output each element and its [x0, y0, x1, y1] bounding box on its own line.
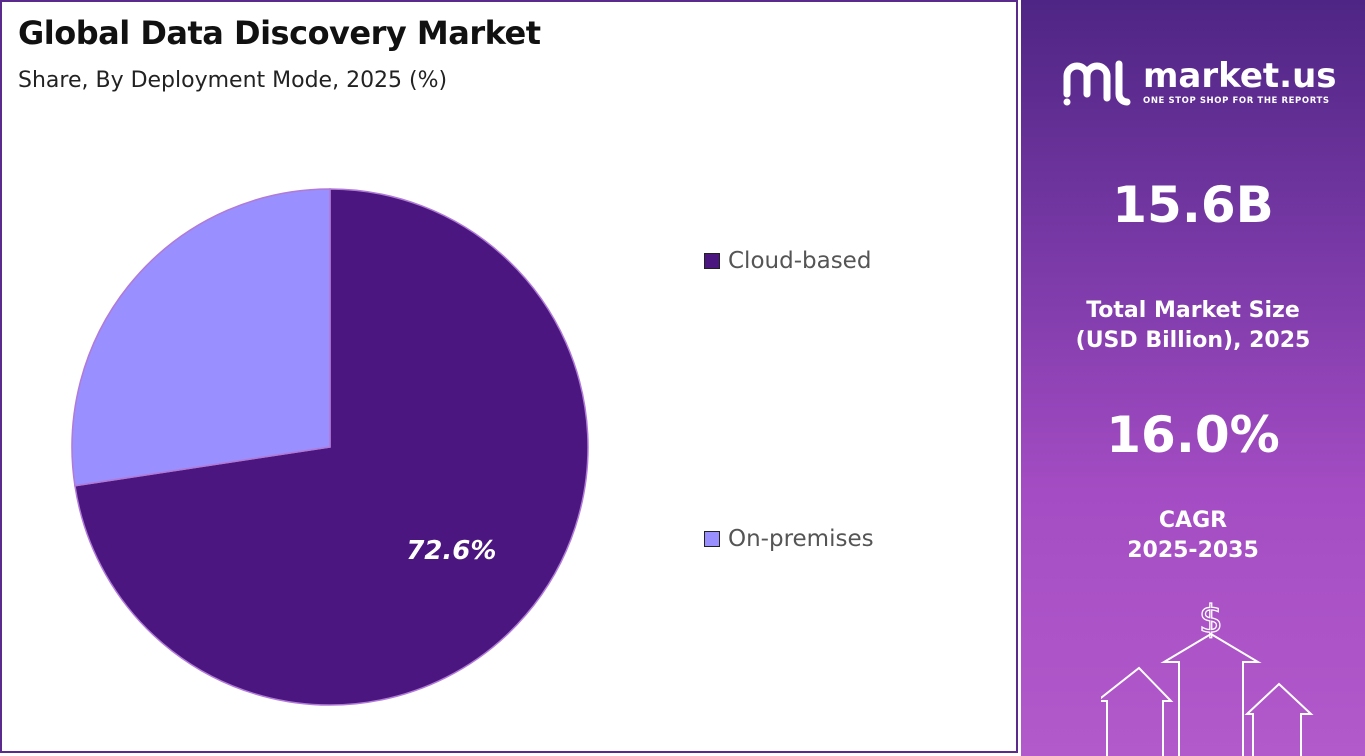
pie-chart: 72.6% — [71, 188, 589, 706]
brand-text: market.us ONE STOP SHOP FOR THE REPORTS — [1143, 59, 1337, 106]
legend-item-cloud-based: Cloud-based — [704, 248, 871, 274]
legend-label-on-premises: On-premises — [728, 526, 874, 552]
brand-logo: market.us ONE STOP SHOP FOR THE REPORTS — [1061, 54, 1337, 110]
brand-tagline: ONE STOP SHOP FOR THE REPORTS — [1143, 95, 1330, 106]
legend-swatch-cloud-based — [704, 253, 720, 269]
summary-sidebar: market.us ONE STOP SHOP FOR THE REPORTS … — [1021, 0, 1365, 756]
chart-title: Global Data Discovery Market — [18, 14, 541, 52]
market-us-logo-icon — [1063, 60, 1131, 106]
market-size-label-line2: (USD Billion), 2025 — [1075, 328, 1311, 353]
pie-slice-cloud-based — [74, 188, 589, 706]
chart-subtitle: Share, By Deployment Mode, 2025 (%) — [18, 68, 448, 93]
cagr-value: 16.0% — [1106, 406, 1280, 464]
chart-panel: Global Data Discovery Market Share, By D… — [0, 0, 1018, 753]
market-size-value: 15.6B — [1112, 176, 1274, 234]
legend-item-on-premises: On-premises — [704, 526, 874, 552]
cagr-label-line1: CAGR — [1158, 508, 1228, 533]
market-size-label-line1: Total Market Size — [1086, 298, 1300, 323]
growth-arrows-icon: $ — [1101, 596, 1314, 756]
data-label-cloud-based: 72.6% — [406, 536, 496, 566]
cagr-label-line2: 2025-2035 — [1127, 538, 1259, 563]
pie-slice-on-premises — [71, 188, 331, 487]
legend-swatch-on-premises — [704, 531, 720, 547]
brand-name: market.us — [1143, 55, 1337, 96]
legend-label-cloud-based: Cloud-based — [728, 248, 872, 274]
